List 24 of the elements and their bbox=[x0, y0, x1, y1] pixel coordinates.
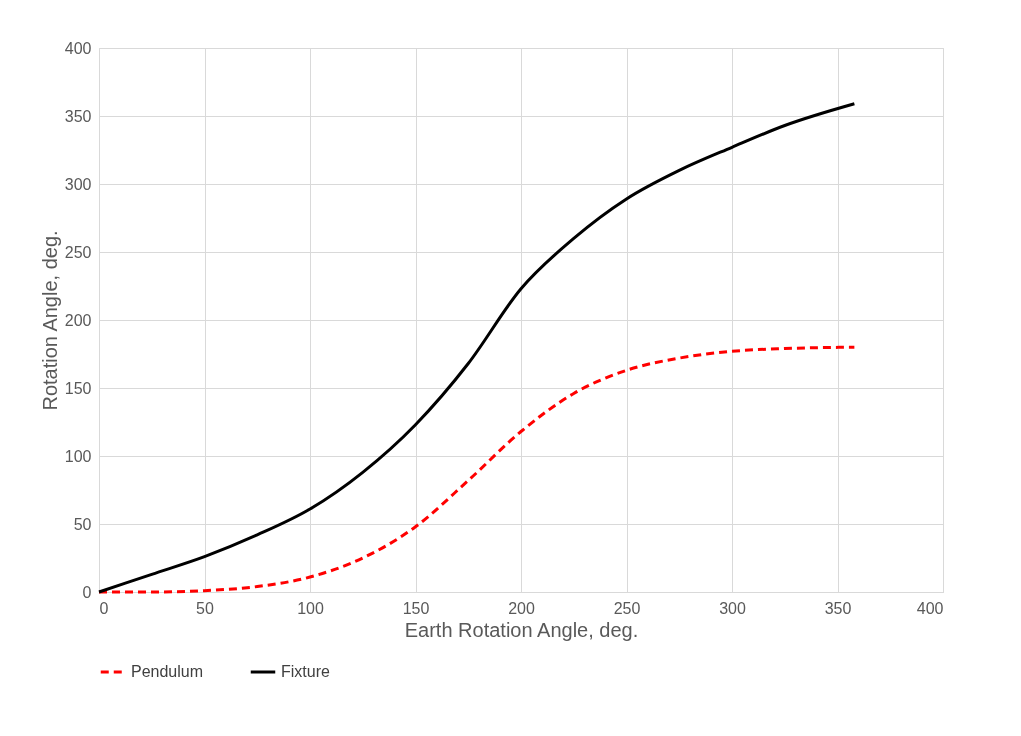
y-tick-label: 0 bbox=[82, 583, 92, 601]
line-series bbox=[97, 345, 856, 594]
x-tick-label: 50 bbox=[196, 599, 214, 617]
y-tick-label: 50 bbox=[73, 515, 92, 533]
x-tick-label: 300 bbox=[719, 599, 746, 617]
y-tick-label: 300 bbox=[64, 175, 92, 193]
y-tick-label: 200 bbox=[64, 311, 92, 329]
x-tick-label: 200 bbox=[508, 599, 535, 617]
x-tick-label: 350 bbox=[824, 599, 852, 617]
x-tick-label: 250 bbox=[613, 599, 641, 617]
y-tick-label: 400 bbox=[64, 39, 92, 57]
x-tick-label: 400 bbox=[916, 599, 944, 617]
x-tick-label: 100 bbox=[297, 599, 324, 617]
y-tick-label: 250 bbox=[64, 243, 92, 261]
x-axis-title: Earth Rotation Angle, deg. bbox=[404, 618, 639, 641]
y-tick-label: 150 bbox=[64, 379, 92, 397]
line-series bbox=[97, 102, 856, 594]
legend-label: Fixture bbox=[281, 663, 330, 680]
x-tick-label: 150 bbox=[402, 599, 430, 617]
legend-label: Pendulum bbox=[131, 663, 204, 680]
y-tick-label: 100 bbox=[64, 447, 92, 465]
y-axis-title: Rotation Angle, deg. bbox=[38, 230, 61, 411]
y-tick-label: 350 bbox=[64, 107, 92, 125]
x-tick-label: 0 bbox=[99, 599, 109, 617]
